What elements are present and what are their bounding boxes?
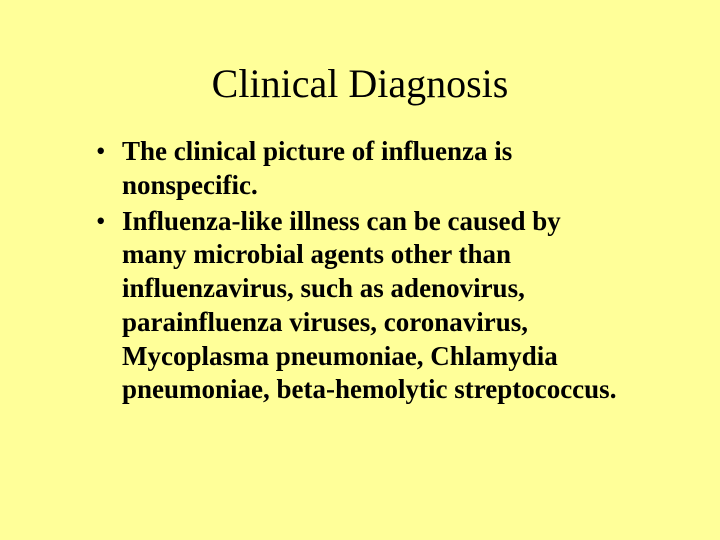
bullet-list: • The clinical picture of influenza is n…	[90, 135, 630, 407]
bullet-text: The clinical picture of influenza is non…	[122, 136, 512, 200]
list-item: • Influenza-like illness can be caused b…	[90, 205, 630, 408]
slide-container: Clinical Diagnosis • The clinical pictur…	[0, 0, 720, 540]
bullet-marker-icon: •	[96, 205, 105, 239]
list-item: • The clinical picture of influenza is n…	[90, 135, 630, 203]
slide-title: Clinical Diagnosis	[90, 60, 630, 107]
bullet-marker-icon: •	[96, 135, 105, 169]
bullet-text: Influenza-like illness can be caused by …	[122, 206, 616, 405]
